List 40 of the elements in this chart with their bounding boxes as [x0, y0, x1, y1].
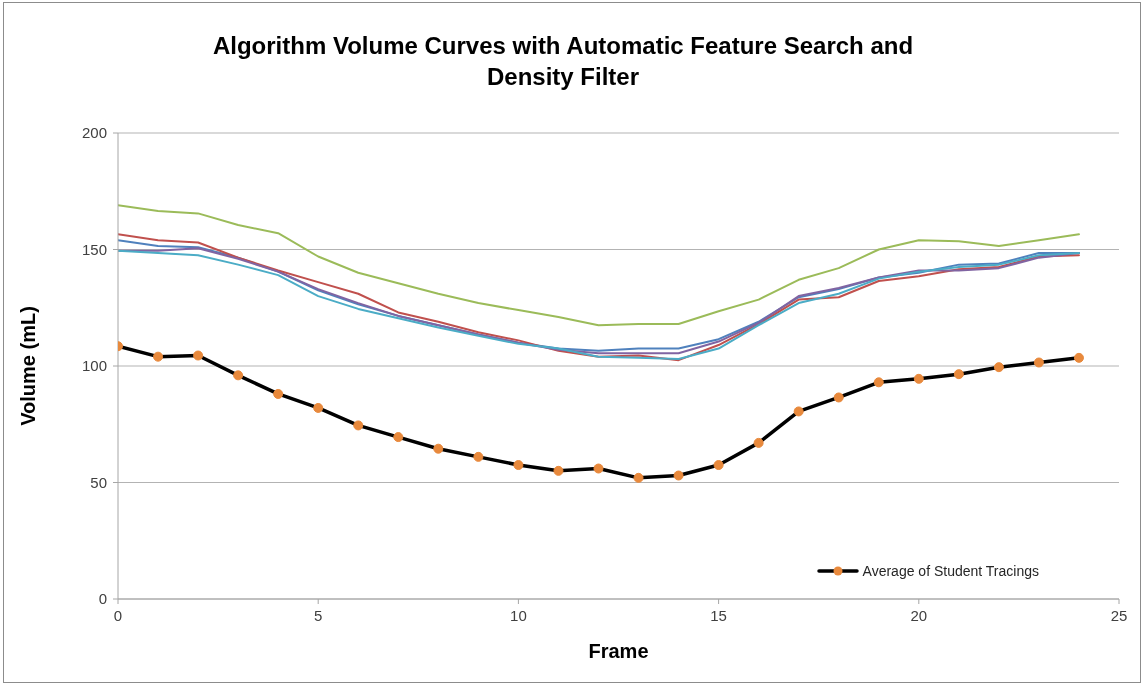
x-tick-label: 25: [1110, 606, 1128, 624]
y-axis-title: Volume (mL): [17, 306, 39, 426]
y-tick-label: 200: [81, 124, 107, 142]
legend-label: Average of Student Tracings: [862, 563, 1039, 579]
point: [713, 460, 724, 471]
point: [1073, 352, 1084, 363]
point: [473, 451, 484, 462]
point: [553, 465, 564, 476]
point: [673, 470, 684, 481]
chart-title: Algorithm Volume Curves with Automatic Feature Search and Density Filter: [212, 32, 914, 90]
x-tick-label: 10: [510, 606, 527, 624]
point: [633, 472, 644, 483]
line-series: [118, 204, 1080, 327]
point: [833, 392, 844, 403]
point: [593, 463, 604, 474]
point: [873, 377, 884, 388]
point: [153, 351, 164, 362]
point: [1033, 357, 1044, 368]
point: [753, 437, 764, 448]
y-tick-label: 50: [90, 473, 107, 491]
x-tick-label: 5: [314, 606, 323, 624]
y-tick-label: 0: [98, 590, 107, 608]
point: [953, 369, 964, 380]
point: [913, 373, 924, 384]
point: [353, 420, 364, 431]
point: [433, 443, 444, 454]
x-axis-title: Frame: [588, 640, 649, 662]
point: [513, 460, 524, 471]
y-tick-label: 150: [81, 240, 107, 258]
point: [393, 432, 404, 443]
point: [193, 350, 204, 361]
x-tick-label: 20: [910, 606, 928, 624]
point: [273, 388, 284, 399]
point: [313, 402, 324, 413]
point: [993, 362, 1004, 373]
x-tick-label: 15: [710, 606, 727, 624]
y-tick-label: 100: [81, 357, 107, 375]
point: [793, 406, 804, 417]
x-tick-label: 0: [113, 606, 123, 624]
point: [233, 370, 244, 381]
